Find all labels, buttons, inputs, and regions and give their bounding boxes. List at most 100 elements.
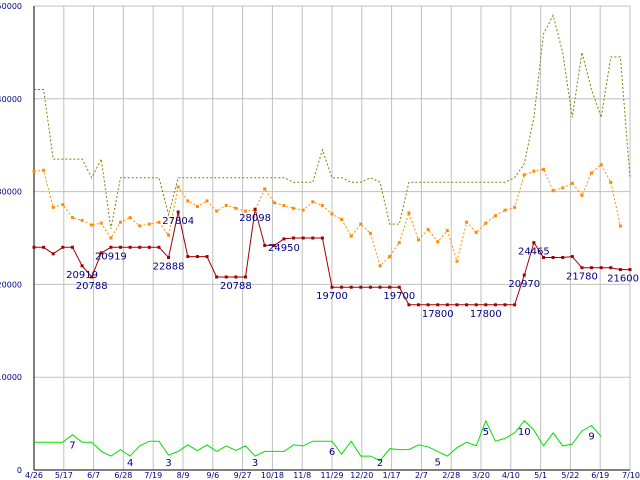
point-avg <box>51 205 55 209</box>
point-min <box>51 252 55 256</box>
point-min <box>195 255 199 259</box>
point-avg <box>590 171 594 175</box>
point-min <box>215 275 219 279</box>
point-min <box>359 285 363 289</box>
point-avg <box>436 240 440 244</box>
series-points <box>32 163 632 307</box>
x-tick-label: 2/7 <box>415 471 428 480</box>
x-tick-label: 8/9 <box>177 471 190 480</box>
count-label: 9 <box>588 431 594 442</box>
point-avg <box>541 167 545 171</box>
point-avg <box>426 228 430 232</box>
point-min <box>599 266 603 270</box>
x-tick-labels: 4/26 5/17 6/7 6/28 7/19 8/9 9/6 9/27 10/18 11/8 11… <box>25 471 640 480</box>
point-min <box>99 251 103 255</box>
count-label: 7 <box>69 441 75 452</box>
point-min <box>119 245 123 249</box>
point-min <box>388 285 392 289</box>
point-avg <box>80 218 84 222</box>
point-avg <box>311 200 315 204</box>
point-min <box>580 266 584 270</box>
point-avg <box>561 186 565 190</box>
data-label: 20970 <box>508 279 540 290</box>
point-avg <box>378 264 382 268</box>
point-min <box>455 303 459 307</box>
point-avg <box>368 231 372 235</box>
y-tick-label: 30000 <box>0 188 22 197</box>
point-min <box>609 266 613 270</box>
point-min <box>436 303 440 307</box>
point-avg <box>474 230 478 234</box>
data-label: 17800 <box>470 309 502 320</box>
data-label: 20788 <box>220 281 252 292</box>
point-min <box>474 303 478 307</box>
x-tick-label: 9/27 <box>234 471 252 480</box>
point-avg <box>349 234 353 238</box>
x-tick-label: 6/28 <box>114 471 132 480</box>
point-avg <box>292 206 296 210</box>
point-min <box>349 285 353 289</box>
point-min <box>340 285 344 289</box>
point-avg <box>301 208 305 212</box>
point-avg <box>234 206 238 210</box>
axes <box>33 6 630 471</box>
point-min <box>311 236 315 240</box>
point-avg <box>484 221 488 225</box>
point-min <box>263 243 267 247</box>
point-avg <box>407 211 411 215</box>
point-min <box>541 255 545 259</box>
point-avg <box>70 216 74 220</box>
point-avg <box>147 222 151 226</box>
point-avg <box>580 193 584 197</box>
point-avg <box>570 181 574 185</box>
data-labels: 2091920788209192288827804207882809824950… <box>66 213 639 469</box>
point-avg <box>359 222 363 226</box>
data-label: 21600 <box>607 274 639 285</box>
point-avg <box>128 216 132 220</box>
series-line-avg <box>33 163 621 267</box>
point-avg <box>522 173 526 177</box>
point-min <box>234 275 238 279</box>
point-avg <box>138 224 142 228</box>
point-min <box>167 255 171 259</box>
point-min <box>503 303 507 307</box>
count-label: 10 <box>518 427 531 438</box>
point-min <box>493 303 497 307</box>
point-min <box>465 303 469 307</box>
point-avg <box>157 220 161 224</box>
point-avg <box>272 201 276 205</box>
point-avg <box>243 209 247 213</box>
y-tick-label: 10000 <box>0 373 22 382</box>
point-min <box>330 285 334 289</box>
x-tick-label: 6/7 <box>87 471 100 480</box>
point-avg <box>618 224 622 228</box>
point-avg <box>609 180 613 184</box>
point-min <box>147 245 151 249</box>
series-line-max <box>34 13 631 229</box>
x-tick-label: 2/28 <box>442 471 460 480</box>
point-min <box>426 303 430 307</box>
point-min <box>628 268 632 272</box>
data-label: 17800 <box>422 309 454 320</box>
point-avg <box>263 187 267 191</box>
point-avg <box>397 241 401 245</box>
y-tick-labels: 0 10000 20000 30000 40000 50000 <box>0 2 22 475</box>
point-min <box>407 303 411 307</box>
point-min <box>551 255 555 259</box>
x-tick-label: 5/17 <box>55 471 73 480</box>
x-tick-label: 11/8 <box>293 471 311 480</box>
point-avg <box>465 220 469 224</box>
point-min <box>80 264 84 268</box>
point-avg <box>176 185 180 189</box>
point-min <box>272 243 276 247</box>
x-tick-label: 3/20 <box>472 471 490 480</box>
point-min <box>590 266 594 270</box>
x-tick-label: 4/10 <box>502 471 520 480</box>
point-min <box>61 245 65 249</box>
count-label: 3 <box>165 458 171 469</box>
data-label: 19700 <box>383 291 415 302</box>
y-tick-label: 0 <box>17 466 22 475</box>
x-tick-label: 6/19 <box>591 471 609 480</box>
point-min <box>445 303 449 307</box>
point-avg <box>90 223 94 227</box>
